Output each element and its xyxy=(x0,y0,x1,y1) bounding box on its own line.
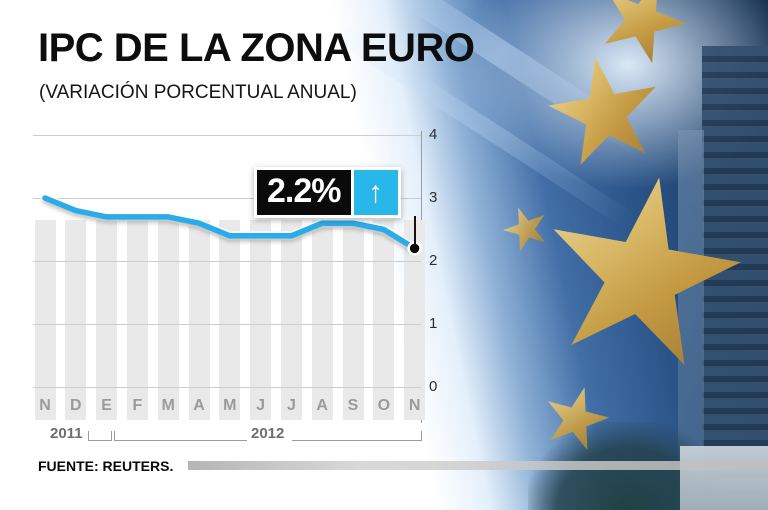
x-axis-month-label: N xyxy=(408,397,421,414)
y-axis-tick-label: 2 xyxy=(429,252,438,269)
y-axis-tick-label: 4 xyxy=(429,126,438,143)
y-axis-tick-label: 3 xyxy=(429,189,438,206)
x-axis-month-label: M xyxy=(161,397,175,414)
chart-title: IPC DE LA ZONA EURO xyxy=(38,26,475,70)
month-stripe xyxy=(126,220,148,420)
footer-bar xyxy=(188,461,768,470)
low-building xyxy=(680,446,768,510)
year-label-2011: 2011 xyxy=(50,425,83,442)
x-axis-month-label: F xyxy=(132,397,143,414)
x-axis-month-label: S xyxy=(347,397,359,414)
x-axis-month-label: N xyxy=(39,397,51,414)
value-callout: 2.2% ↑ xyxy=(254,167,401,218)
month-stripe xyxy=(65,220,87,420)
x-axis-month-label: J xyxy=(286,397,296,414)
month-stripe xyxy=(373,220,395,420)
gridline xyxy=(33,261,421,262)
euro-star-icon xyxy=(497,200,556,259)
year-bracket-2011 xyxy=(88,431,112,441)
month-stripe xyxy=(280,220,302,420)
arrow-up-icon: ↑ xyxy=(368,175,383,209)
x-axis-month-label: A xyxy=(316,397,328,414)
month-stripe xyxy=(342,220,364,420)
month-stripe xyxy=(311,220,333,420)
gridline xyxy=(33,324,421,325)
source-credit: FUENTE: REUTERS. xyxy=(38,458,174,474)
chart-subtitle: (VARIACIÓN PORCENTUAL ANUAL) xyxy=(39,82,357,103)
month-stripe xyxy=(34,220,56,420)
x-axis-month-label: M xyxy=(223,397,237,414)
x-axis-month-label: J xyxy=(256,397,266,414)
x-axis-month-label: D xyxy=(70,397,82,414)
month-stripe xyxy=(219,220,241,420)
month-stripe xyxy=(157,220,179,420)
month-stripe xyxy=(96,220,118,420)
year-label-2012: 2012 xyxy=(251,425,285,442)
x-axis-month-label: A xyxy=(193,397,205,414)
gridline xyxy=(33,387,421,388)
month-stripe xyxy=(188,220,210,420)
callout-value: 2.2% xyxy=(257,170,351,215)
x-axis-month-label: O xyxy=(377,397,391,414)
gridline xyxy=(33,135,421,136)
y-axis-tick-label: 0 xyxy=(429,378,438,395)
month-stripe xyxy=(250,220,272,420)
month-stripe xyxy=(404,220,426,420)
year-bracket-2012-right xyxy=(292,431,422,441)
y-axis-tick-label: 1 xyxy=(429,315,438,332)
arrow-up-box: ↑ xyxy=(353,170,398,215)
x-axis-month-label: E xyxy=(101,397,112,414)
year-bracket-2012-left xyxy=(114,431,247,441)
callout-connector-line xyxy=(414,216,416,246)
